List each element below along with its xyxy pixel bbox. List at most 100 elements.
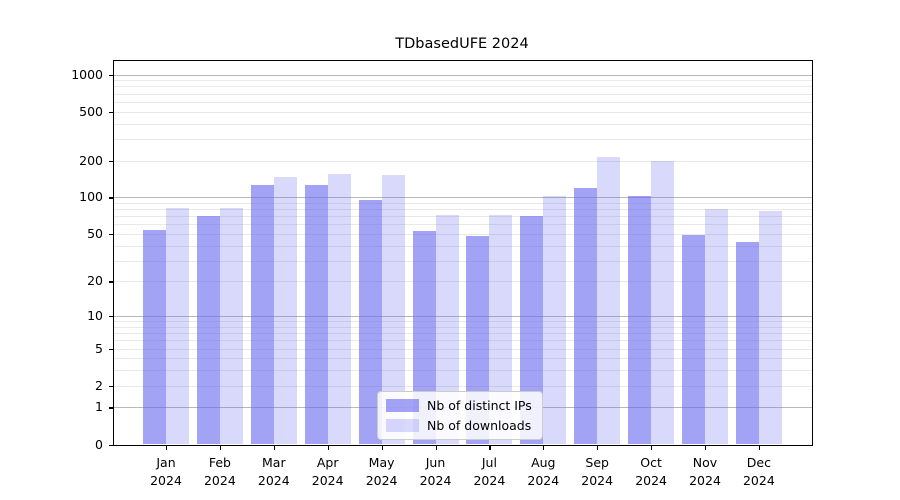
x-tick-label: Aug 2024 (527, 454, 559, 490)
gridline-minor (114, 80, 812, 82)
plot-area (113, 60, 813, 446)
legend-swatch-distinct-ips-icon (386, 399, 419, 412)
x-tick (489, 446, 491, 450)
gridline-minor (114, 340, 812, 342)
x-tick (381, 446, 383, 450)
bar-downloads (166, 207, 189, 445)
x-tick-year: 2024 (419, 473, 452, 489)
bar-distinct-ips (682, 235, 705, 445)
x-tick (166, 446, 168, 450)
x-tick (327, 446, 329, 450)
y-tick-label: 20 (87, 273, 103, 289)
x-tick (543, 446, 545, 450)
gridline-major (114, 316, 812, 318)
y-tick (109, 111, 113, 113)
x-tick-label: Feb 2024 (204, 454, 236, 490)
gridline-minor (114, 245, 812, 247)
bar-distinct-ips (250, 184, 274, 445)
y-tick (109, 281, 113, 283)
bar-downloads (651, 161, 675, 445)
x-tick-label: Apr 2024 (312, 454, 344, 490)
x-tick-month: Jun (425, 455, 446, 470)
gridline-minor (114, 224, 812, 226)
bar-distinct-ips (143, 229, 166, 445)
legend-entry-distinct-ips: Nb of distinct IPs (386, 398, 532, 413)
y-tick-label: 10 (87, 308, 103, 324)
gridline-minor (114, 209, 812, 211)
gridline-minor (114, 123, 812, 125)
x-tick-month: Oct (640, 455, 662, 470)
x-tick-label: Dec 2024 (743, 454, 775, 490)
x-tick (273, 446, 275, 450)
bar-downloads (758, 210, 782, 445)
x-tick-label: Oct 2024 (635, 454, 667, 490)
legend-label-downloads: Nb of downloads (427, 418, 532, 433)
bar-downloads (381, 175, 405, 445)
y-tick-label: 5 (95, 340, 103, 356)
bar-downloads (597, 157, 621, 445)
gridline-minor (114, 326, 812, 328)
x-tick-month: May (368, 455, 395, 470)
gridline-minor (114, 233, 812, 235)
bar-downloads (705, 208, 728, 445)
x-tick-label: May 2024 (366, 454, 398, 490)
y-tick-label: 1000 (71, 66, 103, 82)
y-tick (109, 233, 113, 236)
x-tick-month: Dec (746, 455, 771, 470)
x-tick-year: 2024 (689, 473, 721, 489)
x-tick-year: 2024 (635, 473, 667, 489)
x-tick-month: Mar (262, 455, 286, 470)
gridline-minor (114, 281, 812, 283)
x-tick (651, 446, 653, 450)
y-tick (109, 316, 113, 318)
gridline-minor (114, 358, 812, 360)
gridline-minor (114, 260, 812, 262)
bar-distinct-ips (196, 216, 220, 445)
x-tick-year: 2024 (581, 473, 614, 489)
x-tick-label: Nov 2024 (689, 454, 721, 490)
x-tick-year: 2024 (150, 473, 182, 489)
gridline-major (114, 197, 812, 199)
gridline-minor (114, 160, 812, 162)
bar-distinct-ips (574, 188, 598, 445)
x-tick-month: Sep (585, 455, 609, 470)
y-tick-label: 0 (95, 436, 103, 452)
x-tick (597, 446, 599, 450)
bar-distinct-ips (735, 241, 759, 445)
x-tick-month: Jan (156, 455, 176, 470)
gridline-major (114, 74, 812, 76)
bar-downloads (273, 176, 297, 445)
y-tick (109, 74, 113, 76)
gridline-minor (114, 138, 812, 140)
gridline-minor (114, 348, 812, 350)
x-tick-year: 2024 (365, 473, 398, 489)
legend-entry-downloads: Nb of downloads (386, 418, 532, 433)
gridline-minor (114, 333, 812, 335)
y-tick (109, 385, 113, 387)
bar-downloads (327, 173, 351, 445)
x-tick-year: 2024 (527, 473, 560, 489)
gridline-minor (114, 93, 812, 95)
bar-downloads (219, 207, 243, 445)
bar-distinct-ips (358, 200, 382, 445)
legend-label-distinct-ips: Nb of distinct IPs (427, 398, 532, 413)
gridline-minor (114, 370, 812, 372)
y-tick (109, 444, 113, 446)
x-tick-year: 2024 (257, 473, 290, 489)
x-tick-year: 2024 (311, 473, 344, 489)
x-tick (219, 446, 222, 450)
x-tick-label: Sep 2024 (581, 454, 613, 490)
y-tick-label: 1 (95, 399, 103, 415)
bar-downloads (543, 195, 567, 445)
x-tick-label: Jan 2024 (150, 454, 182, 490)
bar-distinct-ips (520, 216, 544, 445)
y-tick-label: 200 (79, 152, 103, 168)
gridline-minor (114, 321, 812, 323)
bar-distinct-ips (628, 196, 652, 445)
legend: Nb of distinct IPs Nb of downloads (377, 391, 543, 440)
x-tick (758, 446, 761, 450)
x-tick-label: Mar 2024 (258, 454, 290, 490)
x-tick (705, 446, 707, 450)
gridline-minor (114, 86, 812, 88)
